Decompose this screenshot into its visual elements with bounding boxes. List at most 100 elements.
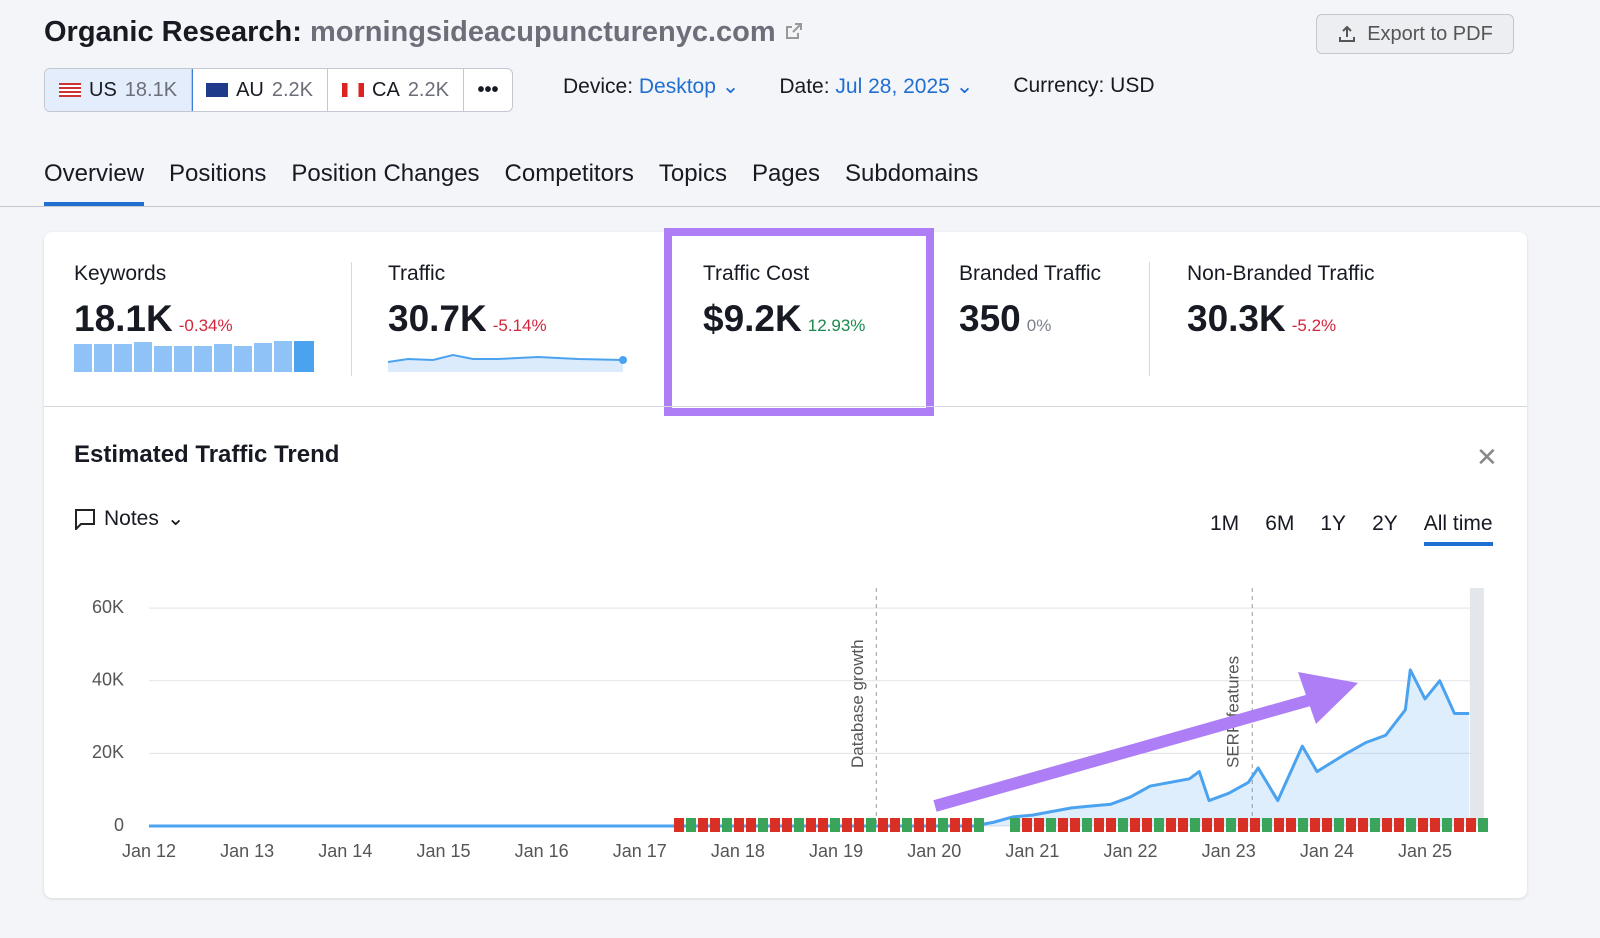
x-tick-label: Jan 23	[1202, 841, 1256, 861]
x-tick-label: Jan 25	[1398, 841, 1452, 861]
event-icon	[938, 818, 948, 832]
event-icon	[1382, 818, 1392, 832]
close-button[interactable]: ✕	[1476, 442, 1498, 472]
x-tick-label: Jan 19	[809, 841, 863, 861]
event-icon	[1034, 818, 1044, 832]
tab[interactable]: Position Changes	[291, 160, 480, 187]
current-marker	[1469, 588, 1484, 826]
metric-change: 12.93%	[807, 316, 866, 335]
metric-label: Branded Traffic	[959, 262, 1102, 285]
period-button[interactable]: 6M	[1265, 512, 1295, 535]
external-icon[interactable]	[784, 21, 804, 41]
tab[interactable]: Positions	[169, 160, 267, 187]
metric[interactable]: Branded Traffic 350 0%	[959, 262, 1101, 340]
currency: Currency: USD	[1013, 74, 1155, 97]
period-switcher: 1M 6M 1Y 2Y All time	[1210, 512, 1493, 546]
event-icon	[890, 818, 900, 832]
sparkbars	[74, 341, 314, 372]
database-ca[interactable]: CA 2.2K	[328, 69, 464, 111]
export-button[interactable]: Export to PDF	[1316, 14, 1514, 54]
metric-value: 18.1K	[74, 298, 173, 339]
flag	[342, 83, 365, 97]
date-value: Jul 28, 2025	[835, 75, 950, 98]
period-button[interactable]: 1M	[1210, 512, 1240, 535]
period-button[interactable]: All time	[1423, 512, 1493, 546]
period-button[interactable]: 1Y	[1320, 512, 1347, 535]
period-button[interactable]: 2Y	[1372, 512, 1398, 535]
sparkline	[387, 353, 627, 372]
event-icon	[914, 818, 924, 832]
domain[interactable]: morningsideacupuncturenyc.com	[309, 16, 776, 48]
db-code: CA	[372, 78, 400, 101]
annotation-label: SERP features	[1224, 656, 1243, 768]
event-icon	[1406, 818, 1416, 832]
more-button[interactable]: •••	[477, 78, 499, 101]
event-icon	[1130, 818, 1140, 832]
event-icon	[866, 818, 876, 832]
event-icon	[1286, 818, 1296, 832]
event-icon	[1226, 818, 1236, 832]
tab[interactable]: Pages	[751, 160, 821, 187]
event-icon	[1250, 818, 1260, 832]
y-tick-label: 20K	[92, 742, 124, 762]
notes-button[interactable]: Notes ⌄	[74, 506, 184, 531]
event-icon	[830, 818, 840, 832]
event-icon	[1418, 818, 1428, 832]
event-icon	[1142, 818, 1152, 832]
metric-label: Traffic	[388, 262, 446, 285]
database-us[interactable]: US 18.1K	[44, 69, 194, 111]
title: Organic Research:	[44, 16, 302, 48]
metric-change: -5.14%	[492, 316, 547, 335]
event-icon	[1262, 818, 1272, 832]
y-tick-label: 60K	[92, 597, 124, 617]
x-tick-label: Jan 20	[907, 841, 961, 861]
metric-value: $9.2K	[703, 298, 802, 339]
event-icon	[854, 818, 864, 832]
upload-icon	[1339, 25, 1356, 42]
separator	[351, 262, 352, 376]
x-tick-label: Jan 24	[1300, 841, 1354, 861]
tabs: Overview Positions Position Changes Competi…	[44, 160, 978, 206]
metric-change: 0%	[1026, 316, 1052, 335]
metric[interactable]: Traffic 30.7K -5.14%	[387, 262, 630, 377]
divider	[44, 406, 1527, 407]
event-icon	[1298, 818, 1308, 832]
metric[interactable]: Keywords 18.1K -0.34%	[74, 262, 316, 377]
tab[interactable]: Subdomains	[845, 160, 979, 187]
event-icon	[1466, 818, 1476, 832]
tab[interactable]: Topics	[658, 160, 727, 187]
divider	[0, 206, 1600, 207]
event-icon	[1106, 818, 1116, 832]
tab[interactable]: Overview	[44, 160, 145, 206]
x-tick-label: Jan 14	[318, 841, 372, 861]
x-tick-label: Jan 18	[711, 841, 765, 861]
metric-label: Traffic Cost	[703, 262, 810, 285]
event-icon	[1310, 818, 1320, 832]
db-count: 2.2K	[271, 78, 314, 101]
event-icon	[1370, 818, 1380, 832]
event-icons	[674, 818, 1488, 832]
metric[interactable]: Traffic Cost $9.2K 12.93%	[703, 262, 865, 340]
x-tick-label: Jan 21	[1005, 841, 1059, 861]
flag	[59, 83, 81, 97]
trend-arrow	[933, 694, 1312, 812]
event-icon	[1058, 818, 1068, 832]
device-filter[interactable]: Device: Desktop ⌄	[563, 75, 740, 98]
event-icon	[1322, 818, 1332, 832]
event-icon	[686, 818, 696, 832]
database-au[interactable]: AU 2.2K	[192, 69, 329, 111]
event-icon	[1214, 818, 1224, 832]
tab[interactable]: Competitors	[504, 160, 634, 187]
event-icon	[1190, 818, 1200, 832]
event-icon	[1454, 818, 1464, 832]
date-filter[interactable]: Date: Jul 28, 2025 ⌄	[779, 75, 974, 98]
event-icon	[1166, 818, 1176, 832]
metric[interactable]: Non-Branded Traffic 30.3K -5.2%	[1187, 262, 1375, 340]
metric-label: Keywords	[74, 262, 167, 285]
notes-icon	[75, 508, 95, 530]
event-icon	[1070, 818, 1080, 832]
metric-label: Non-Branded Traffic	[1187, 262, 1375, 285]
line	[149, 668, 1470, 828]
